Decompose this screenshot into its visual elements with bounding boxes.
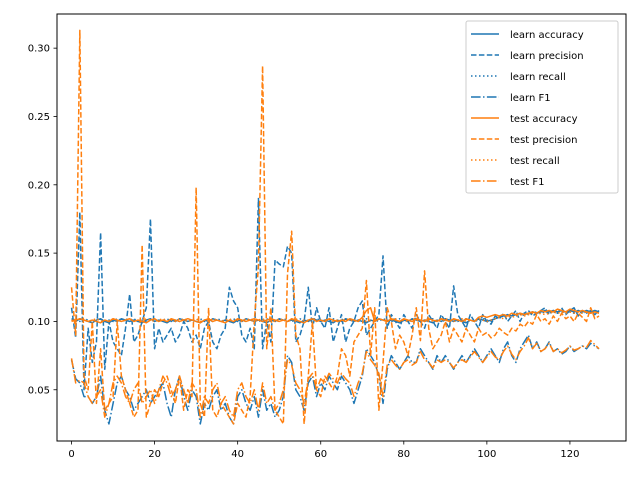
legend-label: test F1 <box>510 177 545 188</box>
y-tick-label: 0.25 <box>28 112 50 123</box>
legend-label: test accuracy <box>510 114 578 125</box>
legend-label: learn precision <box>510 51 584 62</box>
legend-frame <box>465 20 619 194</box>
y-tick-label: 0.30 <box>28 44 50 55</box>
x-axis: 0 20 40 60 80 100 120 <box>68 441 579 460</box>
x-tick-label: 20 <box>148 449 161 460</box>
y-tick-label: 0.15 <box>28 249 50 260</box>
legend-label: learn F1 <box>510 93 551 104</box>
series-line-5 <box>70 29 600 425</box>
y-tick-label: 0.20 <box>28 180 50 191</box>
x-tick-label: 80 <box>397 449 410 460</box>
x-tick-label: 120 <box>560 449 579 460</box>
legend-label: test recall <box>510 156 560 167</box>
series-line-4 <box>71 307 600 324</box>
series-line-1 <box>70 197 600 391</box>
legend-label: learn recall <box>510 72 566 83</box>
y-tick-label: 0.05 <box>28 385 50 396</box>
legend-label: test precision <box>510 135 578 146</box>
legend: learn accuracy learn precision learn recal… <box>465 20 619 194</box>
plot-frame <box>56 13 627 442</box>
y-tick-label: 0.10 <box>28 317 50 328</box>
x-tick-label: 40 <box>231 449 244 460</box>
legend-label: learn accuracy <box>510 30 584 41</box>
series-line-7 <box>70 337 600 418</box>
series-layer <box>70 29 600 425</box>
y-axis: 0.05 0.10 0.15 0.20 0.25 0.30 <box>28 44 57 396</box>
x-tick-label: 60 <box>314 449 327 460</box>
x-tick-label: 100 <box>477 449 496 460</box>
x-tick-label: 0 <box>68 449 74 460</box>
